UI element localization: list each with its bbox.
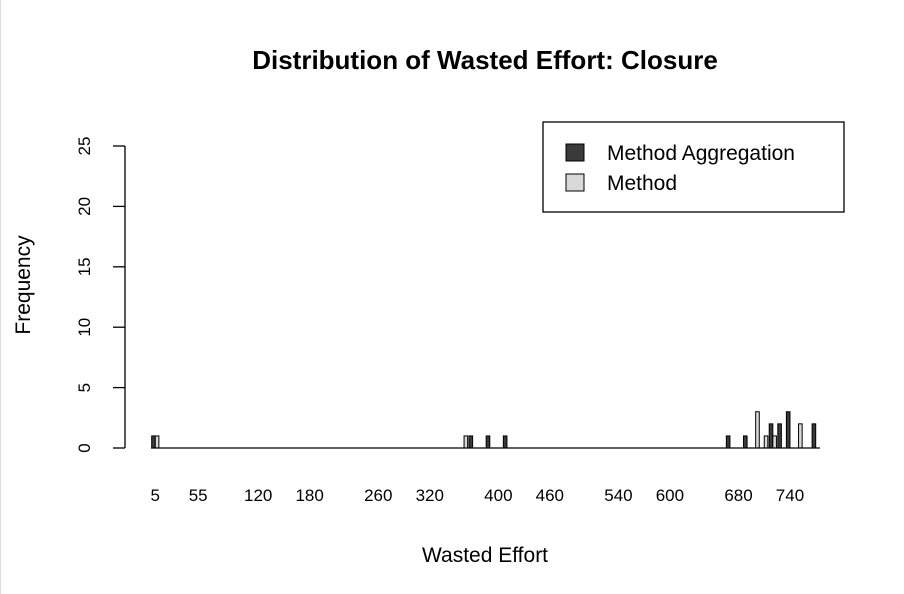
y-axis: 0 5 10 15 20 25 <box>75 137 126 453</box>
bar-method-710 <box>763 435 769 449</box>
legend-swatch-method-aggregation <box>565 143 585 162</box>
bar-method-aggregation-410 <box>502 435 508 449</box>
bar-method-aggregation-770 <box>811 423 817 449</box>
bar-method-720 <box>772 435 777 449</box>
x-tick-label-120: 120 <box>244 486 272 505</box>
x-axis-label: Wasted Effort <box>422 544 548 567</box>
bar-method-aggregation-690 <box>742 435 748 449</box>
bar-method-aggregation-720 <box>768 423 774 449</box>
bar-method-750 <box>798 423 803 449</box>
legend-label-method-aggregation: Method Aggregation <box>607 142 795 165</box>
x-tick-label-600: 600 <box>656 486 684 505</box>
bar-method-aggregation-370 <box>468 435 474 449</box>
legend-swatch-method <box>565 173 585 192</box>
bar-method-aggregation-390 <box>485 435 491 449</box>
y-tick-label-25: 25 <box>75 137 94 156</box>
x-tick-label-460: 460 <box>536 486 564 505</box>
bar-method-aggregation-740 <box>785 411 791 449</box>
y-tick-label-10: 10 <box>75 318 94 337</box>
bar-method-aggregation-670 <box>725 435 731 449</box>
chart-title: Distribution of Wasted Effort: Closure <box>252 45 718 75</box>
legend-label-method: Method <box>607 172 677 195</box>
x-tick-label-260: 260 <box>364 486 392 505</box>
x-tick-label-400: 400 <box>484 486 512 505</box>
bar-method-5 <box>154 435 160 449</box>
bar-method-aggregation-730 <box>777 423 782 449</box>
legend-box <box>542 121 845 213</box>
y-tick-label-5: 5 <box>75 383 94 392</box>
legend: Method Aggregation Method <box>542 121 845 213</box>
bar-method-700 <box>755 411 760 449</box>
x-tick-label-320: 320 <box>416 486 444 505</box>
x-tick-label-5: 5 <box>151 486 160 505</box>
y-tick-label-20: 20 <box>75 197 94 216</box>
x-tick-label-680: 680 <box>724 486 752 505</box>
bar-method-aggregation-5 <box>151 435 156 449</box>
bar-method-360 <box>463 435 469 449</box>
y-tick-label-0: 0 <box>75 443 94 452</box>
x-axis-tick-labels: 5 55 120 180 260 320 400 460 540 600 680 740 <box>151 486 805 505</box>
y-axis-label: Frequency <box>12 235 35 335</box>
x-tick-label-540: 540 <box>604 486 632 505</box>
x-tick-label-740: 740 <box>776 486 804 505</box>
x-tick-label-55: 55 <box>189 486 208 505</box>
y-tick-label-15: 15 <box>75 257 94 276</box>
x-tick-label-180: 180 <box>295 486 323 505</box>
